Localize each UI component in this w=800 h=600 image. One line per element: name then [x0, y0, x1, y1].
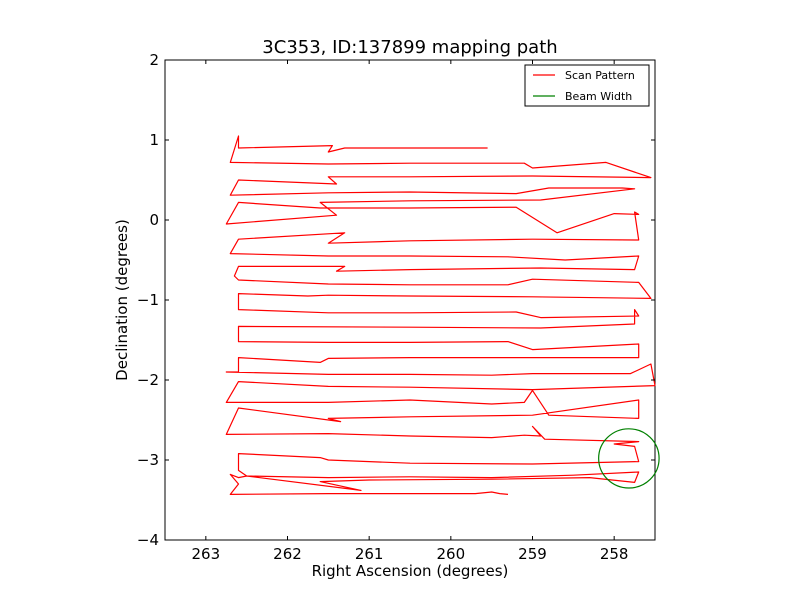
legend-box: [524, 64, 650, 107]
plot-frame: [164, 59, 656, 541]
x-tick-label: 259: [518, 545, 547, 563]
tick-layer: 263 262 261 260 259 258 2 1 0 −1 −2 −3 −4: [137, 51, 655, 563]
beam-width-circle: [598, 428, 660, 489]
x-tick-label: 260: [437, 545, 466, 563]
y-tick-label: 2: [149, 51, 159, 69]
x-tick-label: 258: [600, 545, 629, 563]
scan-pattern-line: [225, 135, 656, 495]
legend: Scan Pattern Beam Width: [524, 64, 650, 107]
x-tick-label: 263: [192, 545, 221, 563]
chart-title: 3C353, ID:137899 mapping path: [262, 37, 557, 58]
x-tick-label: 261: [355, 545, 384, 563]
legend-beam-width-label: Beam Width: [565, 90, 632, 103]
x-axis-label: Right Ascension (degrees): [312, 562, 509, 580]
y-tick-label: −1: [137, 291, 159, 309]
legend-scan-pattern-label: Scan Pattern: [565, 69, 635, 82]
y-tick-label: 1: [149, 131, 159, 149]
y-axis-label: Declination (degrees): [113, 219, 131, 381]
plot-area: 263 262 261 260 259 258 2 1 0 −1 −2 −3 −4: [137, 51, 660, 563]
series-layer: [225, 135, 660, 495]
y-tick-label: −4: [137, 531, 159, 549]
y-tick-label: −3: [137, 451, 159, 469]
y-tick-label: −2: [137, 371, 159, 389]
x-tick-label: 262: [273, 545, 302, 563]
y-tick-label: 0: [149, 211, 159, 229]
